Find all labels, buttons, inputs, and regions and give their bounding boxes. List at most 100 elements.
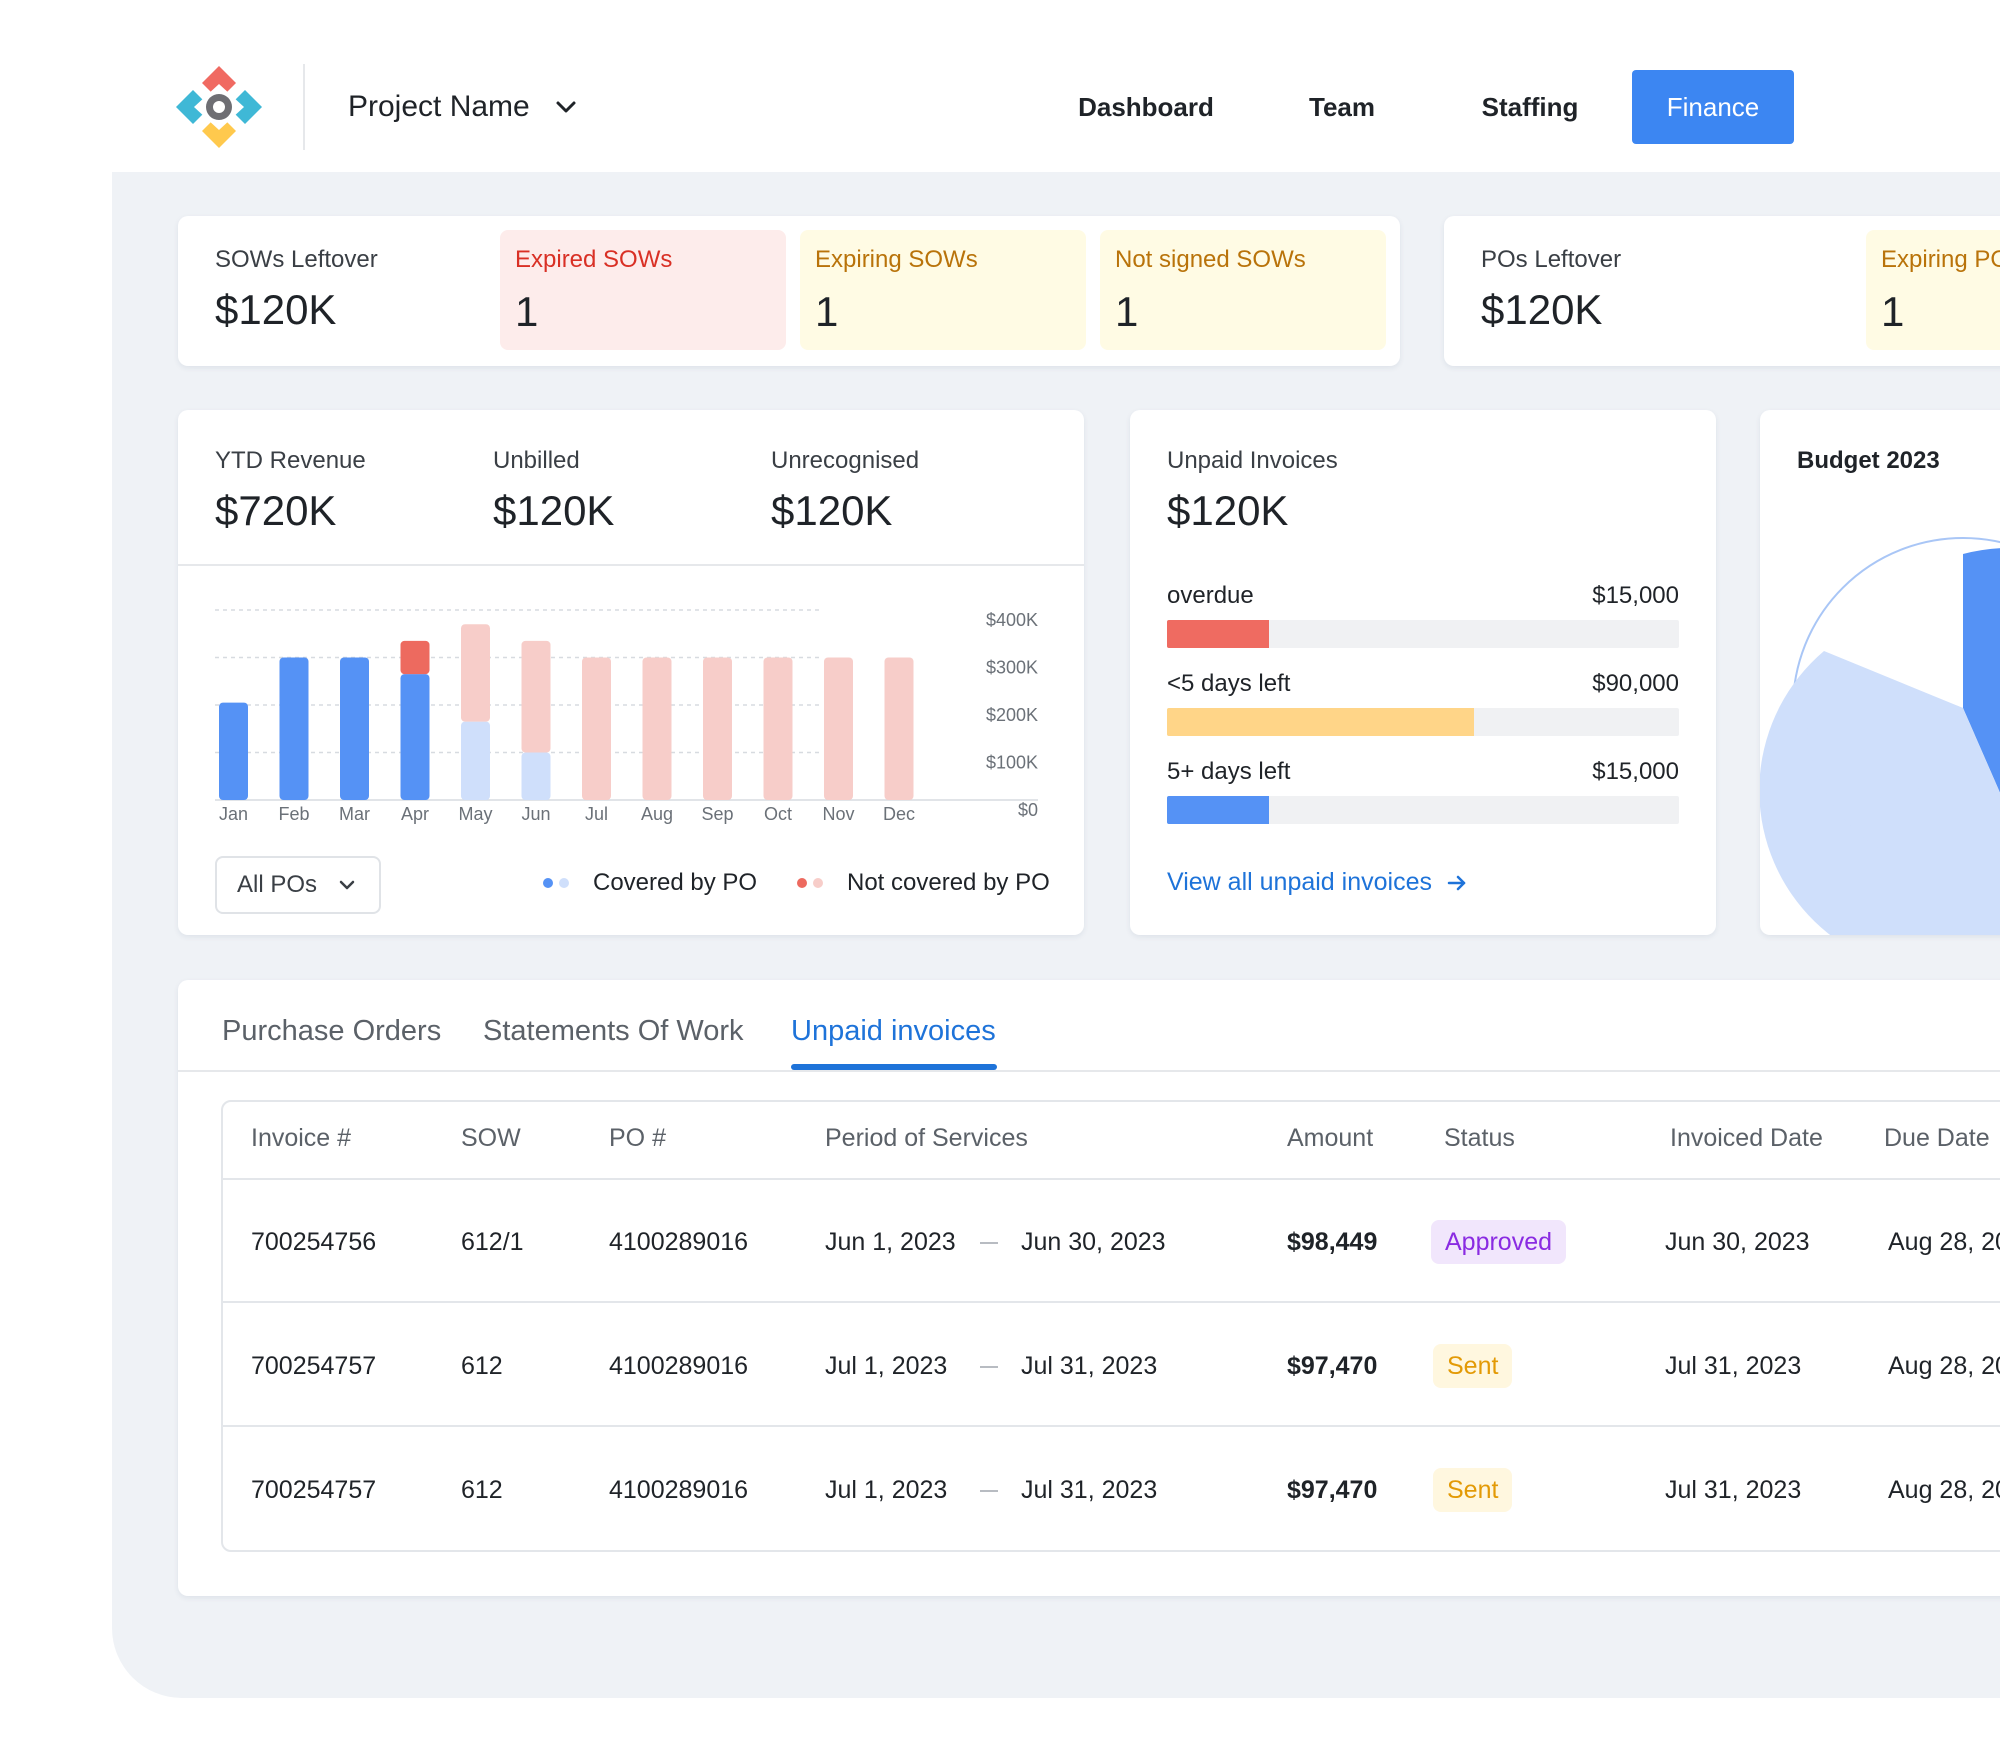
cell-po: 4100289016 [609,1476,749,1504]
cell-period-end: Jul 31, 2023 [1021,1476,1158,1504]
not-signed-sows-label: Not signed SOWs [1115,246,1306,273]
under-5-days-progress-bar [1167,708,1679,736]
y-tick-label: $200K [986,705,1038,725]
row-divider [223,1425,2000,1427]
unpaid-invoices-card: Unpaid Invoices $120K overdue $15,000 <5… [1130,410,1716,935]
tab-unpaid-invoices[interactable]: Unpaid invoices [791,1015,996,1047]
budget-pie-chart [1760,537,2000,935]
overdue-progress-bar [1167,620,1679,648]
period-dash [980,1490,998,1492]
cell-due-date: Aug 28, 2023 [1888,1476,2000,1504]
pos-leftover-label: POs Leftover [1481,246,1622,273]
unrecognised-label: Unrecognised [771,447,920,474]
budget-card: Budget 2023 [1760,410,2000,935]
expiring-pos-label: Expiring PO [1881,246,2000,273]
pos-card: POs Leftover $120K Expiring PO 1 [1444,216,2000,366]
status-badge: Sent [1433,1468,1513,1512]
header-divider [303,64,305,150]
y-tick-label: $0 [1018,800,1038,820]
x-tick-label: Jan [219,804,248,824]
legend-dot-icon [543,878,553,888]
top-bar: Project Name Dashboard Team Staffing Fin… [0,0,2000,172]
column-header-status[interactable]: Status [1444,1124,1515,1152]
expiring-pos-value: 1 [1881,288,1905,335]
x-tick-label: May [458,804,492,824]
bar-may-segment-3 [461,624,490,722]
nav-staffing[interactable]: Staffing [1481,91,1579,122]
ytd-revenue-value: $720K [215,487,337,534]
x-tick-label: Jun [521,804,550,824]
column-header-amount[interactable]: Amount [1287,1124,1374,1152]
x-tick-label: Jul [585,804,608,824]
unpaid-invoices-value: $120K [1167,487,1289,534]
unpaid-invoices-title: Unpaid Invoices [1167,447,1338,474]
column-header-invoice[interactable]: Invoice # [251,1124,352,1152]
project-selector[interactable]: Project Name [348,82,580,132]
over-5-days-amount: $15,000 [1592,758,1679,785]
legend-covered-label: Covered by PO [593,869,758,896]
nav-team[interactable]: Team [1309,91,1375,122]
unbilled-value: $120K [493,487,615,534]
column-header-period[interactable]: Period of Services [825,1124,1028,1152]
tabs-divider [178,1070,2000,1072]
cell-sow: 612 [461,1476,503,1504]
sows-leftover-value: $120K [215,286,337,333]
budget-title: Budget 2023 [1797,447,1940,474]
y-tick-label: $400K [986,610,1038,630]
app-logo[interactable] [174,64,264,150]
overdue-label: overdue [1167,582,1254,609]
cell-invoiced-date: Jul 31, 2023 [1665,1476,1802,1504]
expiring-sows-tile[interactable]: Expiring SOWs 1 [800,230,1086,350]
expired-sows-label: Expired SOWs [515,246,673,273]
cell-due-date: Aug 28, 2023 [1888,1228,2000,1256]
cell-period-start: Jun 1, 2023 [825,1228,956,1256]
legend-dot-icon [559,878,569,888]
column-header-sow[interactable]: SOW [461,1124,521,1152]
po-filter-dropdown[interactable]: All POs [215,856,381,914]
period-dash [980,1242,998,1244]
bar-apr-segment-1 [400,640,430,675]
ytd-revenue-label: YTD Revenue [215,447,366,474]
status-badge: Approved [1431,1220,1567,1264]
revenue-divider [178,564,1084,566]
po-filter-value: All POs [237,871,318,898]
under-5-days-amount: $90,000 [1592,670,1679,697]
x-tick-label: Dec [883,804,915,824]
nav-dashboard[interactable]: Dashboard [1078,91,1214,122]
chevron-down-icon [339,880,355,890]
bar-sep-segment-3 [703,657,732,800]
column-header-po[interactable]: PO # [609,1124,666,1152]
x-tick-label: Oct [764,804,792,824]
cell-invoiced-date: Jun 30, 2023 [1665,1228,1810,1256]
legend-covered: Covered by PO [543,868,757,898]
column-header-invoiced-date[interactable]: Invoiced Date [1670,1124,1823,1152]
bar-feb-segment-0 [279,657,309,800]
x-tick-label: Nov [822,804,854,824]
tab-statements-of-work[interactable]: Statements Of Work [483,1015,744,1047]
cell-po: 4100289016 [609,1352,749,1380]
cell-amount: $97,470 [1287,1352,1378,1380]
not-signed-sows-tile[interactable]: Not signed SOWs 1 [1100,230,1386,350]
column-header-due-date[interactable]: Due Date [1884,1124,1990,1152]
expired-sows-tile[interactable]: Expired SOWs 1 [500,230,786,350]
arrow-right-icon [1447,875,1466,890]
header-row-divider [223,1178,2000,1180]
row-divider [223,1301,2000,1303]
bar-oct-segment-3 [763,657,793,800]
invoices-table [221,1100,2000,1552]
not-signed-sows-value: 1 [1115,288,1139,335]
view-all-unpaid-label: View all unpaid invoices [1167,868,1432,896]
view-all-unpaid-link[interactable]: View all unpaid invoices [1167,868,1468,897]
cell-sow: 612 [461,1352,503,1380]
cell-period-start: Jul 1, 2023 [825,1476,948,1504]
unbilled-label: Unbilled [493,447,580,474]
expiring-pos-tile[interactable]: Expiring PO 1 [1866,230,2000,350]
project-name: Project Name [348,90,530,123]
nav-finance[interactable]: Finance [1632,70,1794,144]
expired-sows-value: 1 [515,288,539,335]
cell-invoice: 700254757 [251,1476,377,1504]
tab-purchase-orders[interactable]: Purchase Orders [222,1015,442,1047]
period-dash [980,1366,998,1368]
cell-due-date: Aug 28, 2023 [1888,1352,2000,1380]
bar-mar-segment-0 [340,657,369,800]
